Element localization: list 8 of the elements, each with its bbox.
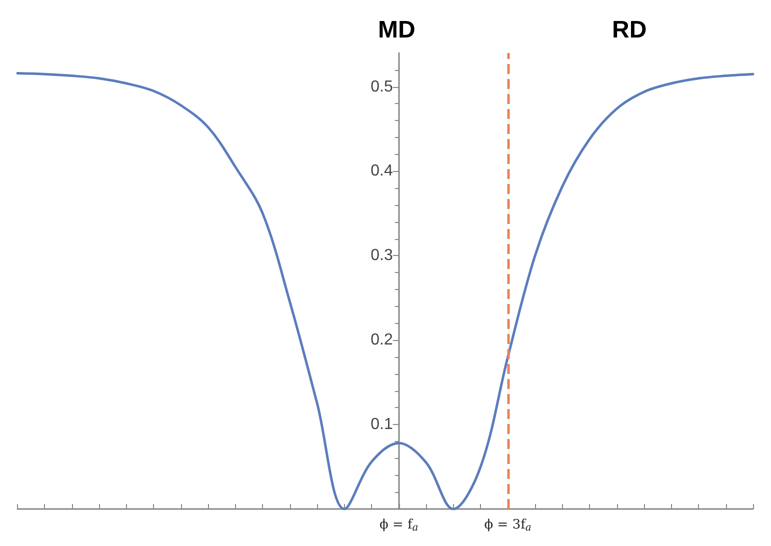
- y-tick-label: 0.3: [370, 247, 393, 264]
- text: RD: [612, 16, 647, 44]
- y-tick-label: 0.5: [370, 78, 393, 96]
- line-series: [16, 72, 754, 510]
- y-tick-label: 0.1: [370, 416, 393, 434]
- text: MD: [378, 16, 416, 44]
- y-tick-label: 0.2: [370, 332, 393, 349]
- y-tick-label: 0.4: [370, 162, 393, 180]
